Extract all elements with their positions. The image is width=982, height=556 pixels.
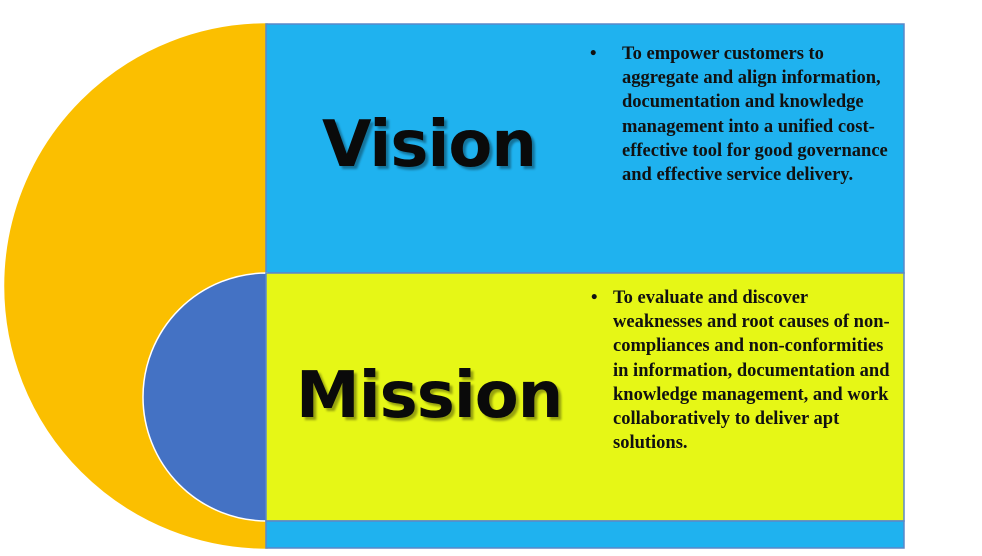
bullet-icon: • (590, 44, 597, 64)
mission-bullet-item: • To evaluate and discover weaknesses an… (591, 286, 896, 455)
mission-heading: Mission (296, 359, 563, 433)
vision-bullet-list: • To empower customers to aggregate and … (590, 42, 890, 187)
bottom-strip (265, 520, 905, 549)
mission-bullet-list: • To evaluate and discover weaknesses an… (591, 286, 896, 455)
vision-bullet-item: • To empower customers to aggregate and … (590, 42, 890, 187)
inner-circle-shape (142, 272, 268, 522)
vision-heading: Vision (322, 108, 537, 182)
mission-bullet-text: To evaluate and discover weaknesses and … (613, 288, 890, 454)
vision-panel (265, 23, 905, 274)
vision-bullet-text: To empower customers to aggregate and al… (622, 44, 888, 186)
bullet-icon: • (591, 288, 598, 308)
